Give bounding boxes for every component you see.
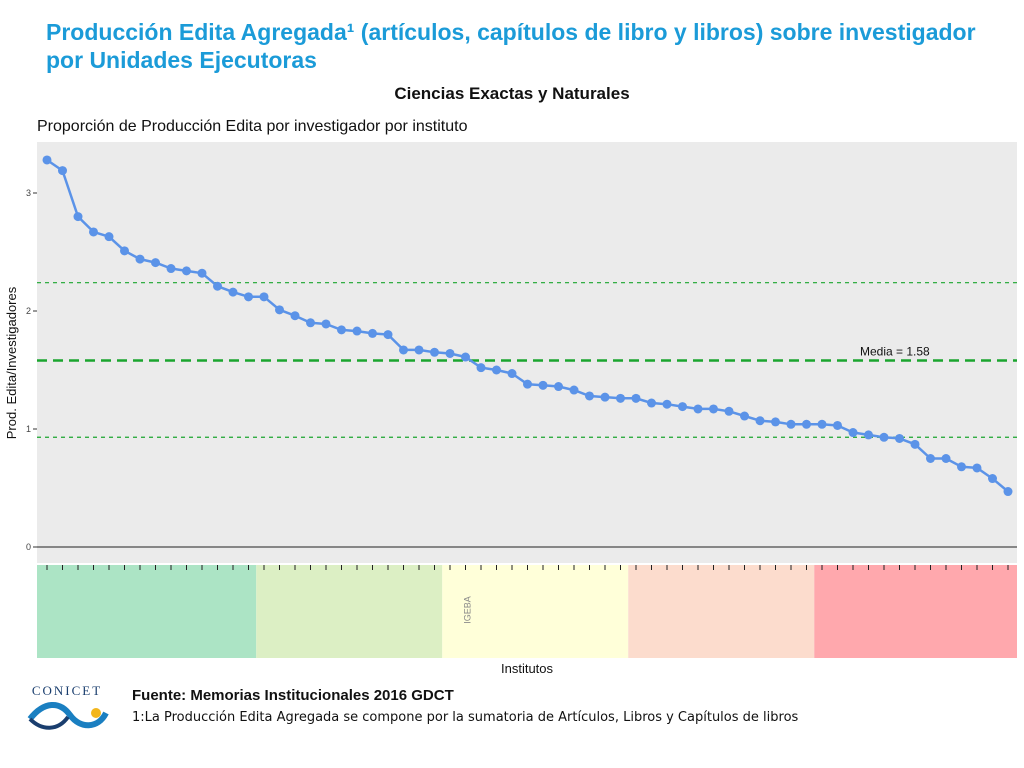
data-point [631,393,641,403]
data-point [724,406,734,416]
data-point [740,411,749,421]
data-point [182,266,191,276]
data-point [461,352,470,362]
data-point [926,454,935,463]
y-tick-label: 3 [26,188,31,198]
y-tick-label: 0 [26,542,31,552]
source-text: Fuente: Memorias Institucionales 2016 GD… [132,687,454,704]
band-1 [37,565,257,658]
data-point [507,369,517,379]
data-point [523,379,532,389]
band-label: IGEBA [462,596,472,624]
data-point [817,419,827,429]
logo-wave-icon [27,702,109,730]
data-point [135,254,145,264]
data-point [864,430,873,440]
plot-panel [37,142,1017,563]
data-point [600,392,610,402]
data-point [259,292,269,302]
band-strip: IGEBA [37,565,1017,658]
data-point [848,428,858,438]
data-point [941,454,951,463]
chart-subtitle: Ciencias Exactas y Naturales [394,84,630,103]
reference-lines: Media = 1.58 [37,282,1017,438]
data-point [895,433,904,443]
x-axis-label: Institutos [501,661,554,676]
data-point [399,345,408,355]
y-tick-label: 1 [26,424,31,434]
data-point [1003,487,1013,497]
data-point [647,398,656,408]
data-point [73,212,83,222]
data-point [42,155,52,165]
data-point [352,326,362,336]
data-point [445,348,455,358]
data-point [554,382,563,392]
data-point [771,417,780,427]
data-point [693,404,703,414]
data-point [228,287,238,297]
data-point [166,264,176,274]
data-point [879,432,889,442]
mean-label: Media = 1.58 [860,345,930,359]
data-point [244,292,253,302]
data-point [290,311,300,321]
data-point [678,402,687,412]
band-4 [628,565,815,658]
data-point [972,463,982,473]
data-point [275,305,284,315]
data-point [957,462,966,472]
data-point [213,281,222,291]
band-2 [256,565,443,658]
data-point [755,416,765,426]
y-tick-label: 2 [26,306,31,316]
data-point [616,393,625,403]
y-axis: 0 1 2 3 [26,188,1017,552]
conicet-logo: CONICET [22,683,112,733]
data-point [104,232,114,242]
data-point [306,318,315,328]
data-point [476,363,486,373]
data-point [538,380,548,390]
data-point [120,246,129,256]
series-line [42,155,1013,497]
y-axis-label: Prod. Edita/Investigadores [4,286,19,439]
band-5 [814,565,1017,658]
slide-title: Producción Edita Agregada¹ (artículos, c… [46,19,976,73]
chart: Proporción de Producción Edita por inves… [4,118,1017,676]
data-point [337,325,346,335]
chart-title: Proporción de Producción Edita por inves… [37,118,468,135]
data-point [662,399,672,409]
data-point [492,365,501,375]
data-point [569,385,579,395]
data-point [709,404,718,414]
footnote-text: 1:La Producción Edita Agregada se compon… [132,710,799,725]
band-3 [442,565,629,658]
data-point [58,166,67,176]
data-point [833,420,842,430]
data-point [151,258,160,268]
data-point [414,345,424,355]
data-point [430,347,439,357]
data-point [988,474,997,484]
data-point [89,227,98,237]
logo-text: CONICET [31,683,103,698]
data-point [802,419,811,429]
data-point [368,328,377,338]
data-point [585,391,594,401]
data-point [197,268,207,278]
data-point [321,319,331,329]
data-point [910,439,920,449]
data-point [786,419,796,429]
data-point [383,330,393,340]
